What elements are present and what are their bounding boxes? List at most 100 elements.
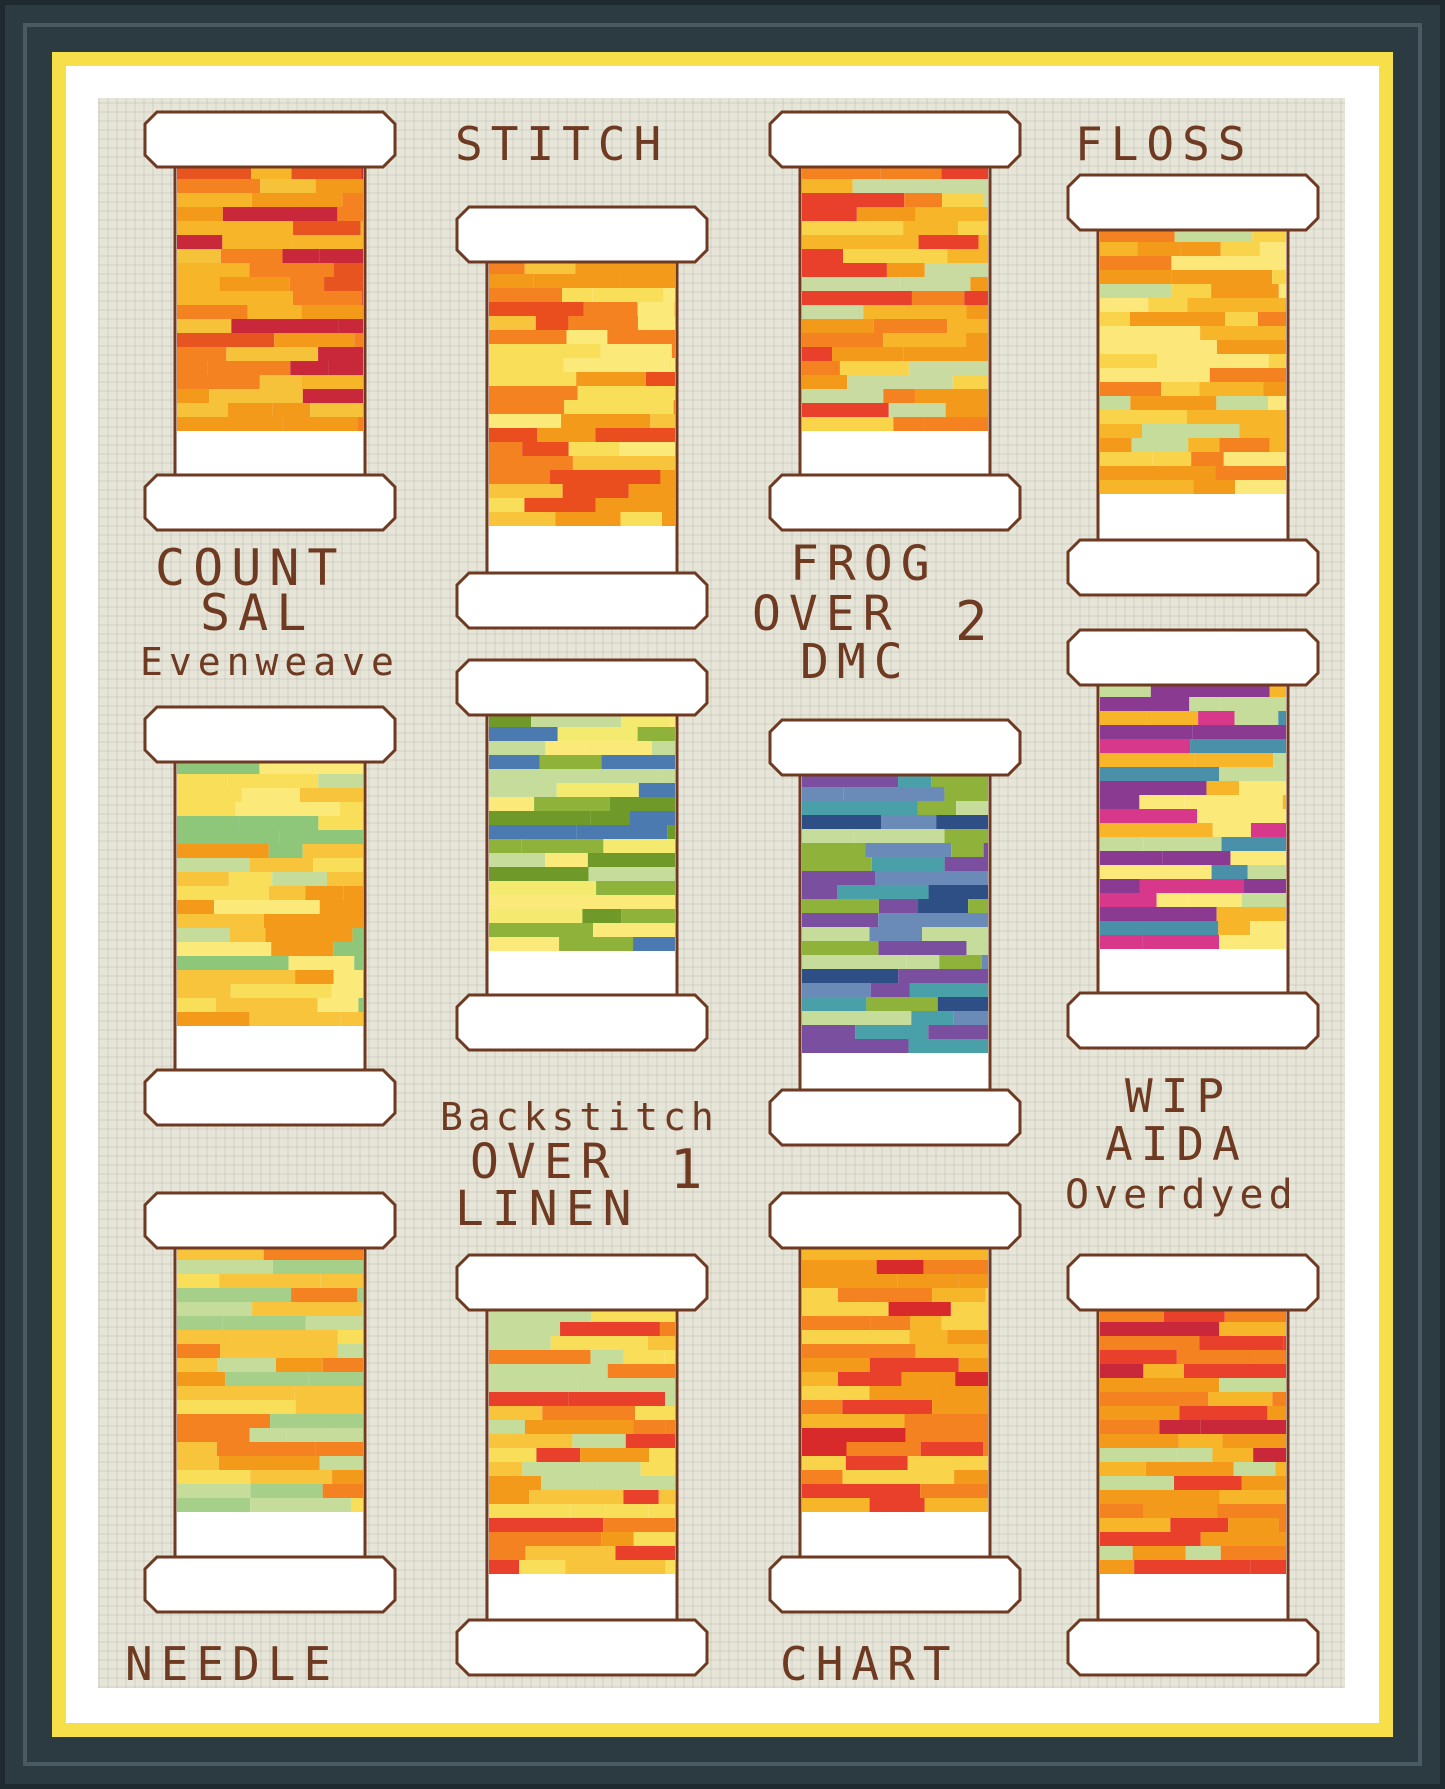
spool-10-thread-stitch bbox=[489, 1420, 525, 1434]
spool-11-thread-stitch bbox=[901, 1372, 956, 1386]
spool-5-thread-stitch bbox=[271, 942, 334, 956]
spool-1-thread-stitch bbox=[360, 221, 363, 235]
spool-1-thread-stitch bbox=[293, 221, 361, 235]
spool-4-thread-stitch bbox=[1188, 438, 1220, 452]
spool-2-thread-stitch bbox=[562, 288, 593, 302]
spool-2-thread-stitch bbox=[537, 428, 596, 442]
spool-1-thread-stitch bbox=[177, 291, 293, 305]
spool-5-thread-stitch bbox=[228, 872, 273, 886]
spool-2-thread-stitch bbox=[600, 344, 672, 358]
label-wip: WIP bbox=[1125, 1069, 1232, 1123]
spool-4-bottom-flange bbox=[1066, 538, 1320, 597]
spool-2-thread-stitch bbox=[619, 442, 675, 456]
spool-10-thread-stitch bbox=[489, 1364, 608, 1378]
spool-2-thread-stitch bbox=[562, 484, 629, 498]
spool-2-thread-stitch bbox=[489, 498, 525, 512]
spool-6-thread-stitch bbox=[593, 923, 675, 937]
spool-3-thread-stitch bbox=[915, 207, 988, 221]
spool-5-thread-stitch bbox=[230, 984, 332, 998]
spool-1-thread-stitch bbox=[259, 375, 302, 389]
spool-4-thread-stitch bbox=[1220, 242, 1260, 256]
spool-1-thread-stitch bbox=[222, 207, 338, 221]
spool-7-thread-stitch bbox=[855, 1025, 929, 1039]
spool-11-thread-stitch bbox=[802, 1344, 916, 1358]
spool-5-thread-stitch bbox=[331, 984, 363, 998]
spool-10-thread-stitch bbox=[489, 1546, 526, 1560]
spool-12-thread-stitch bbox=[1219, 1322, 1286, 1336]
spool-5-thread-stitch bbox=[318, 774, 363, 788]
spool-2-thread-stitch bbox=[489, 330, 567, 344]
spool-12-thread-stitch bbox=[1100, 1462, 1146, 1476]
spool-1-thread-stitch bbox=[342, 193, 363, 207]
spool-11-thread-stitch bbox=[802, 1428, 906, 1442]
spool-12-thread-stitch bbox=[1250, 1560, 1286, 1574]
spool-9-thread-stitch bbox=[177, 1498, 251, 1512]
spool-5-top-flange bbox=[143, 705, 397, 764]
spool-12-thread-stitch bbox=[1159, 1420, 1201, 1434]
spool-9-top-flange bbox=[143, 1191, 397, 1250]
spool-3-thread-stitch bbox=[802, 389, 884, 403]
spool-7-thread-stitch bbox=[881, 815, 937, 829]
spool-12-thread-stitch bbox=[1217, 1504, 1286, 1518]
spool-1-thread-stitch bbox=[220, 249, 283, 263]
spool-8-thread-stitch bbox=[1100, 921, 1219, 935]
spool-3-thread-stitch bbox=[904, 193, 942, 207]
spool-7-thread-stitch bbox=[921, 927, 988, 941]
spool-12-thread-stitch bbox=[1100, 1546, 1133, 1560]
spool-10-thread-stitch bbox=[489, 1392, 569, 1406]
spool-12-thread-stitch bbox=[1283, 1336, 1286, 1350]
spool-4-thread-stitch bbox=[1100, 270, 1172, 284]
spool-9-thread-stitch bbox=[177, 1330, 232, 1344]
spool-4-thread-stitch bbox=[1211, 284, 1279, 298]
spool-9-thread-stitch bbox=[250, 1470, 333, 1484]
spool-4-thread-stitch bbox=[1131, 438, 1189, 452]
spool-6-thread-stitch bbox=[588, 867, 675, 881]
spool-10-thread-stitch bbox=[601, 1532, 634, 1546]
spool-4-thread-stitch bbox=[1100, 368, 1165, 382]
spool-4-thread-stitch bbox=[1268, 354, 1286, 368]
label-stitch: STITCH bbox=[455, 117, 669, 171]
spool-2-thread-stitch bbox=[673, 400, 675, 414]
spool-5-thread-stitch bbox=[227, 774, 319, 788]
spool-11-thread-stitch bbox=[802, 1386, 870, 1400]
spool-7-thread-stitch bbox=[968, 899, 988, 913]
spool-12-thread-stitch bbox=[1183, 1364, 1286, 1378]
spool-5-thread-stitch bbox=[326, 872, 363, 886]
spool-8-thread-stitch bbox=[1146, 711, 1199, 725]
spool-12-thread-stitch bbox=[1100, 1504, 1143, 1518]
spool-3-thread-stitch bbox=[802, 235, 919, 249]
spool-12-thread-stitch bbox=[1100, 1476, 1175, 1490]
spool-6-thread-stitch bbox=[582, 909, 622, 923]
spool-9-thread-stitch bbox=[250, 1484, 323, 1498]
spool-7-thread-stitch bbox=[953, 1011, 988, 1025]
spool-10-thread-stitch bbox=[565, 1560, 666, 1574]
spool-8 bbox=[1066, 628, 1320, 1050]
spool-12-thread-stitch bbox=[1275, 1462, 1286, 1476]
spool-7-thread-stitch bbox=[936, 815, 988, 829]
spool-12-thread-stitch bbox=[1254, 1350, 1286, 1364]
label-frog: FROG bbox=[790, 536, 938, 592]
spool-12-thread-stitch bbox=[1100, 1518, 1171, 1532]
spool-3-thread-stitch bbox=[802, 347, 833, 361]
spool-11-thread-stitch bbox=[905, 1428, 988, 1442]
spool-10-thread-stitch bbox=[633, 1532, 675, 1546]
spool-12-thread-stitch bbox=[1253, 1448, 1286, 1462]
spool-1-thread-stitch bbox=[177, 249, 221, 263]
spool-3-thread-stitch bbox=[966, 333, 988, 347]
spool-7-thread-stitch bbox=[869, 927, 922, 941]
spool-12-thread-stitch bbox=[1170, 1518, 1229, 1532]
spool-2-thread-stitch bbox=[660, 470, 675, 484]
spool-5-thread-stitch bbox=[343, 886, 363, 900]
spool-2-thread-stitch bbox=[489, 470, 550, 484]
spool-12-thread-stitch bbox=[1228, 1518, 1279, 1532]
spool-9-thread-stitch bbox=[222, 1316, 306, 1330]
spool-4-thread-stitch bbox=[1100, 354, 1158, 368]
spool-5-thread-stitch bbox=[177, 872, 229, 886]
spool-11-thread-stitch bbox=[947, 1330, 988, 1344]
spool-11-thread-stitch bbox=[845, 1456, 908, 1470]
spool-6-thread-stitch bbox=[601, 755, 675, 769]
spool-1-thread-stitch bbox=[177, 305, 248, 319]
spool-5-thread-stitch bbox=[249, 858, 314, 872]
spool-7-thread-stitch bbox=[802, 955, 907, 969]
